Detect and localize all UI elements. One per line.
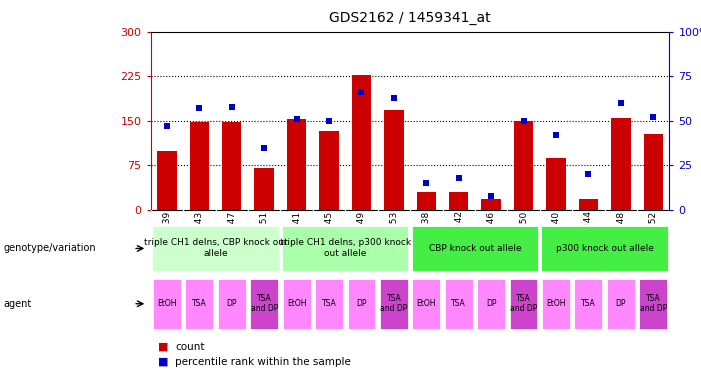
Bar — [189, 122, 209, 210]
Text: triple CH1 delns, CBP knock out
allele: triple CH1 delns, CBP knock out allele — [144, 238, 287, 258]
Bar — [644, 134, 663, 210]
Bar — [352, 75, 371, 210]
Text: TSA
and DP: TSA and DP — [510, 294, 537, 314]
Point — [421, 180, 432, 186]
Bar — [509, 278, 538, 330]
Point — [583, 171, 594, 177]
Point — [518, 118, 529, 124]
Text: GSM67353: GSM67353 — [389, 210, 398, 260]
Text: EtOH: EtOH — [416, 299, 436, 308]
Bar — [384, 110, 404, 210]
Point — [259, 145, 270, 151]
Point — [161, 123, 172, 129]
Bar — [476, 278, 506, 330]
Text: TSA
and DP: TSA and DP — [250, 294, 278, 314]
Bar — [606, 278, 636, 330]
Point — [550, 132, 562, 138]
Bar — [152, 278, 182, 330]
Bar — [416, 192, 436, 210]
Text: GSM67346: GSM67346 — [486, 210, 496, 260]
Bar — [514, 121, 533, 210]
Bar — [157, 151, 177, 210]
Point — [615, 100, 627, 106]
Point — [486, 193, 497, 199]
Text: agent: agent — [4, 299, 32, 309]
Point — [388, 95, 400, 101]
Bar — [411, 225, 539, 272]
Bar — [611, 118, 631, 210]
Text: TSA: TSA — [322, 299, 336, 308]
Bar — [541, 278, 571, 330]
Bar — [254, 168, 274, 210]
Text: GSM67352: GSM67352 — [648, 210, 658, 260]
Text: percentile rank within the sample: percentile rank within the sample — [175, 357, 351, 367]
Text: EtOH: EtOH — [287, 299, 306, 308]
Text: GSM67348: GSM67348 — [616, 210, 625, 260]
Point — [193, 105, 205, 111]
Text: ■: ■ — [158, 342, 168, 352]
Point — [356, 90, 367, 96]
Text: ■: ■ — [158, 357, 168, 367]
Text: TSA: TSA — [192, 299, 207, 308]
Text: TSA: TSA — [451, 299, 466, 308]
Bar — [281, 225, 409, 272]
Bar — [282, 278, 311, 330]
Text: DP: DP — [226, 299, 237, 308]
Point — [648, 114, 659, 120]
Bar — [573, 278, 604, 330]
Text: GSM67347: GSM67347 — [227, 210, 236, 260]
Text: GSM67345: GSM67345 — [325, 210, 334, 260]
Bar — [449, 192, 468, 210]
Bar — [540, 225, 669, 272]
Text: GSM67343: GSM67343 — [195, 210, 204, 260]
Text: GSM67349: GSM67349 — [357, 210, 366, 260]
Bar — [222, 122, 241, 210]
Point — [226, 104, 238, 110]
Text: triple CH1 delns, p300 knock
out allele: triple CH1 delns, p300 knock out allele — [280, 238, 411, 258]
Text: genotype/variation: genotype/variation — [4, 243, 96, 254]
Bar — [379, 278, 409, 330]
Text: TSA
and DP: TSA and DP — [380, 294, 407, 314]
Text: GSM67350: GSM67350 — [519, 210, 528, 260]
Text: GSM67339: GSM67339 — [163, 210, 172, 260]
Text: TSA
and DP: TSA and DP — [639, 294, 667, 314]
Bar — [151, 225, 280, 272]
Bar — [319, 131, 339, 210]
Text: GDS2162 / 1459341_at: GDS2162 / 1459341_at — [329, 11, 491, 25]
Text: DP: DP — [356, 299, 367, 308]
Text: EtOH: EtOH — [157, 299, 177, 308]
Text: EtOH: EtOH — [546, 299, 566, 308]
Text: TSA: TSA — [581, 299, 596, 308]
Bar — [578, 200, 598, 210]
Bar — [217, 278, 247, 330]
Bar — [184, 278, 215, 330]
Bar — [314, 278, 344, 330]
Bar — [546, 158, 566, 210]
Bar — [482, 200, 501, 210]
Bar — [639, 278, 668, 330]
Bar — [250, 278, 279, 330]
Bar — [411, 278, 441, 330]
Point — [453, 175, 464, 181]
Text: GSM67341: GSM67341 — [292, 210, 301, 260]
Text: GSM67351: GSM67351 — [259, 210, 268, 260]
Text: GSM67340: GSM67340 — [552, 210, 561, 260]
Bar — [287, 119, 306, 210]
Text: GSM67344: GSM67344 — [584, 210, 593, 260]
Bar — [346, 278, 376, 330]
Text: GSM67342: GSM67342 — [454, 210, 463, 260]
Point — [323, 118, 334, 124]
Bar — [444, 278, 474, 330]
Text: GSM67338: GSM67338 — [422, 210, 431, 260]
Text: DP: DP — [486, 299, 496, 308]
Text: DP: DP — [615, 299, 626, 308]
Text: count: count — [175, 342, 205, 352]
Text: CBP knock out allele: CBP knock out allele — [428, 244, 522, 253]
Text: p300 knock out allele: p300 knock out allele — [556, 244, 653, 253]
Point — [291, 116, 302, 122]
